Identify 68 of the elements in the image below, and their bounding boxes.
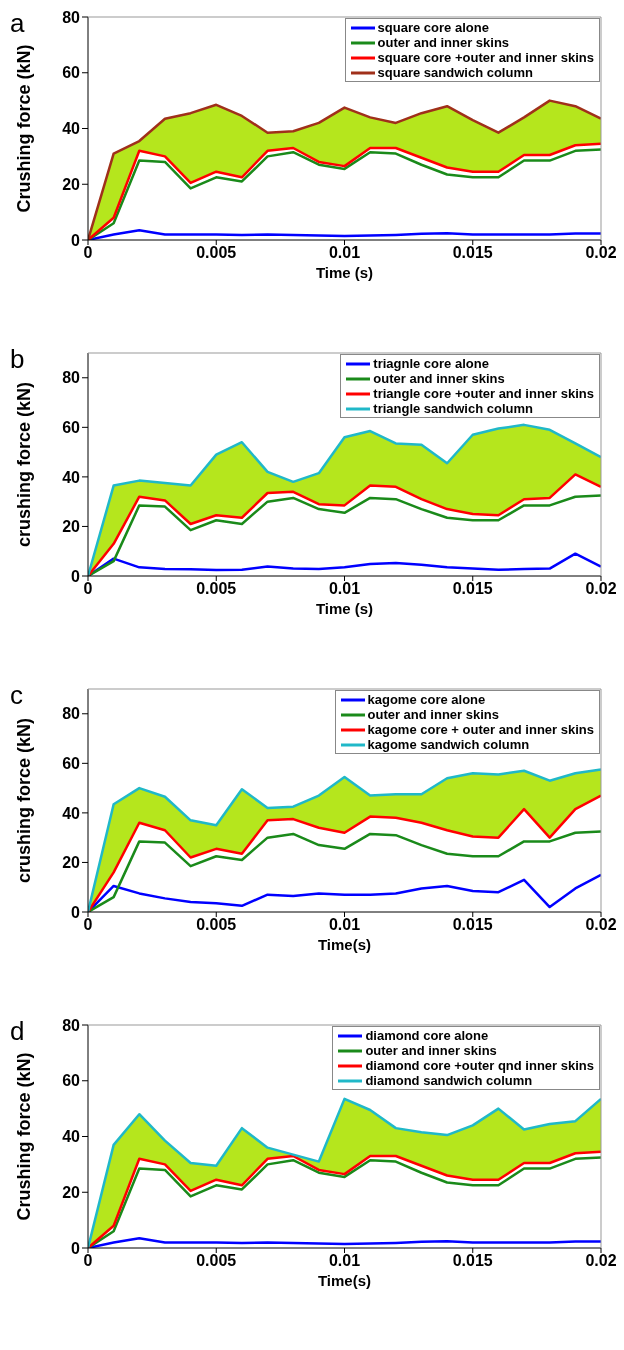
x-tick-label: 0.01 <box>328 916 361 934</box>
x-axis-title: Time(s) <box>317 1272 372 1289</box>
legend-label: square core +outer and inner skins <box>377 50 594 65</box>
y-tick-label: 60 <box>62 755 81 773</box>
legend-label: kagome sandwich column <box>367 737 530 752</box>
legend-label: triangle core +outer and inner skins <box>373 386 594 401</box>
x-tick-label: 0.015 <box>452 916 493 934</box>
y-tick-label: 0 <box>71 1239 81 1257</box>
y-tick-label: 60 <box>62 64 81 82</box>
x-tick-label: 0 <box>83 916 93 934</box>
y-tick-label: 80 <box>62 1016 81 1034</box>
y-tick-label: 80 <box>62 8 81 26</box>
legend-label: outer and inner skins <box>373 371 505 386</box>
y-tick-label: 80 <box>62 705 81 723</box>
chart-title: c <box>10 680 23 711</box>
y-tick-label: 40 <box>62 804 81 822</box>
y-tick-label: 0 <box>71 231 81 249</box>
y-tick-label: 60 <box>62 1072 81 1090</box>
y-axis-title: crushing force (kN) <box>14 381 35 548</box>
x-tick-label: 0.015 <box>452 580 493 598</box>
x-tick-label: 0.02 <box>585 244 617 262</box>
x-axis-title: Time(s) <box>317 936 372 953</box>
x-tick-label: 0.02 <box>585 1252 617 1270</box>
legend-label: kagome core alone <box>367 692 486 707</box>
x-tick-label: 0.005 <box>196 244 237 262</box>
x-tick-label: 0.005 <box>196 916 237 934</box>
chart-title: d <box>10 1016 25 1047</box>
x-tick-label: 0.005 <box>196 1252 237 1270</box>
chart-title: b <box>10 344 25 375</box>
legend-label: diamond core +outer qnd inner skins <box>365 1058 594 1073</box>
x-tick-label: 0.01 <box>328 580 361 598</box>
legend-label: outer and inner skins <box>367 707 499 722</box>
x-tick-label: 0.02 <box>585 580 617 598</box>
legend-label: outer and inner skins <box>377 35 510 50</box>
x-tick-label: 0.01 <box>328 1252 361 1270</box>
y-tick-label: 40 <box>62 468 81 486</box>
legend-label: outer and inner skins <box>365 1043 497 1058</box>
legend-label: diamond core alone <box>365 1028 489 1043</box>
y-tick-label: 60 <box>62 419 81 437</box>
legend-label: diamond sandwich column <box>365 1073 533 1088</box>
x-tick-label: 0.02 <box>585 916 617 934</box>
y-tick-label: 40 <box>62 120 81 138</box>
x-tick-label: 0 <box>83 580 93 598</box>
y-tick-label: 40 <box>62 1128 81 1146</box>
legend-label: kagome core + outer and inner skins <box>367 722 594 737</box>
x-tick-label: 0.015 <box>452 244 493 262</box>
y-tick-label: 20 <box>62 518 81 536</box>
y-tick-label: 0 <box>71 903 81 921</box>
y-axis-title: crushing force (kN) <box>14 717 35 884</box>
x-tick-label: 0.015 <box>452 1252 493 1270</box>
x-axis-title: Time (s) <box>315 600 374 617</box>
y-axis-title: Crushing force (kN) <box>14 1052 35 1221</box>
x-axis-title: Time (s) <box>315 264 374 281</box>
y-axis-title: Crushing force (kN) <box>14 44 35 213</box>
x-tick-label: 0 <box>83 1252 93 1270</box>
legend-label: square core alone <box>377 20 489 35</box>
y-tick-label: 20 <box>62 175 81 193</box>
y-tick-label: 20 <box>62 1183 81 1201</box>
y-tick-label: 20 <box>62 854 81 872</box>
legend-label: triagnle core alone <box>373 356 489 371</box>
y-tick-label: 0 <box>71 567 81 585</box>
x-tick-label: 0 <box>83 244 93 262</box>
legend-label: square sandwich column <box>377 65 533 80</box>
legend-label: triangle sandwich column <box>373 401 533 416</box>
x-tick-label: 0.01 <box>328 244 361 262</box>
y-tick-label: 80 <box>62 369 81 387</box>
chart-title: a <box>10 8 25 39</box>
x-tick-label: 0.005 <box>196 580 237 598</box>
